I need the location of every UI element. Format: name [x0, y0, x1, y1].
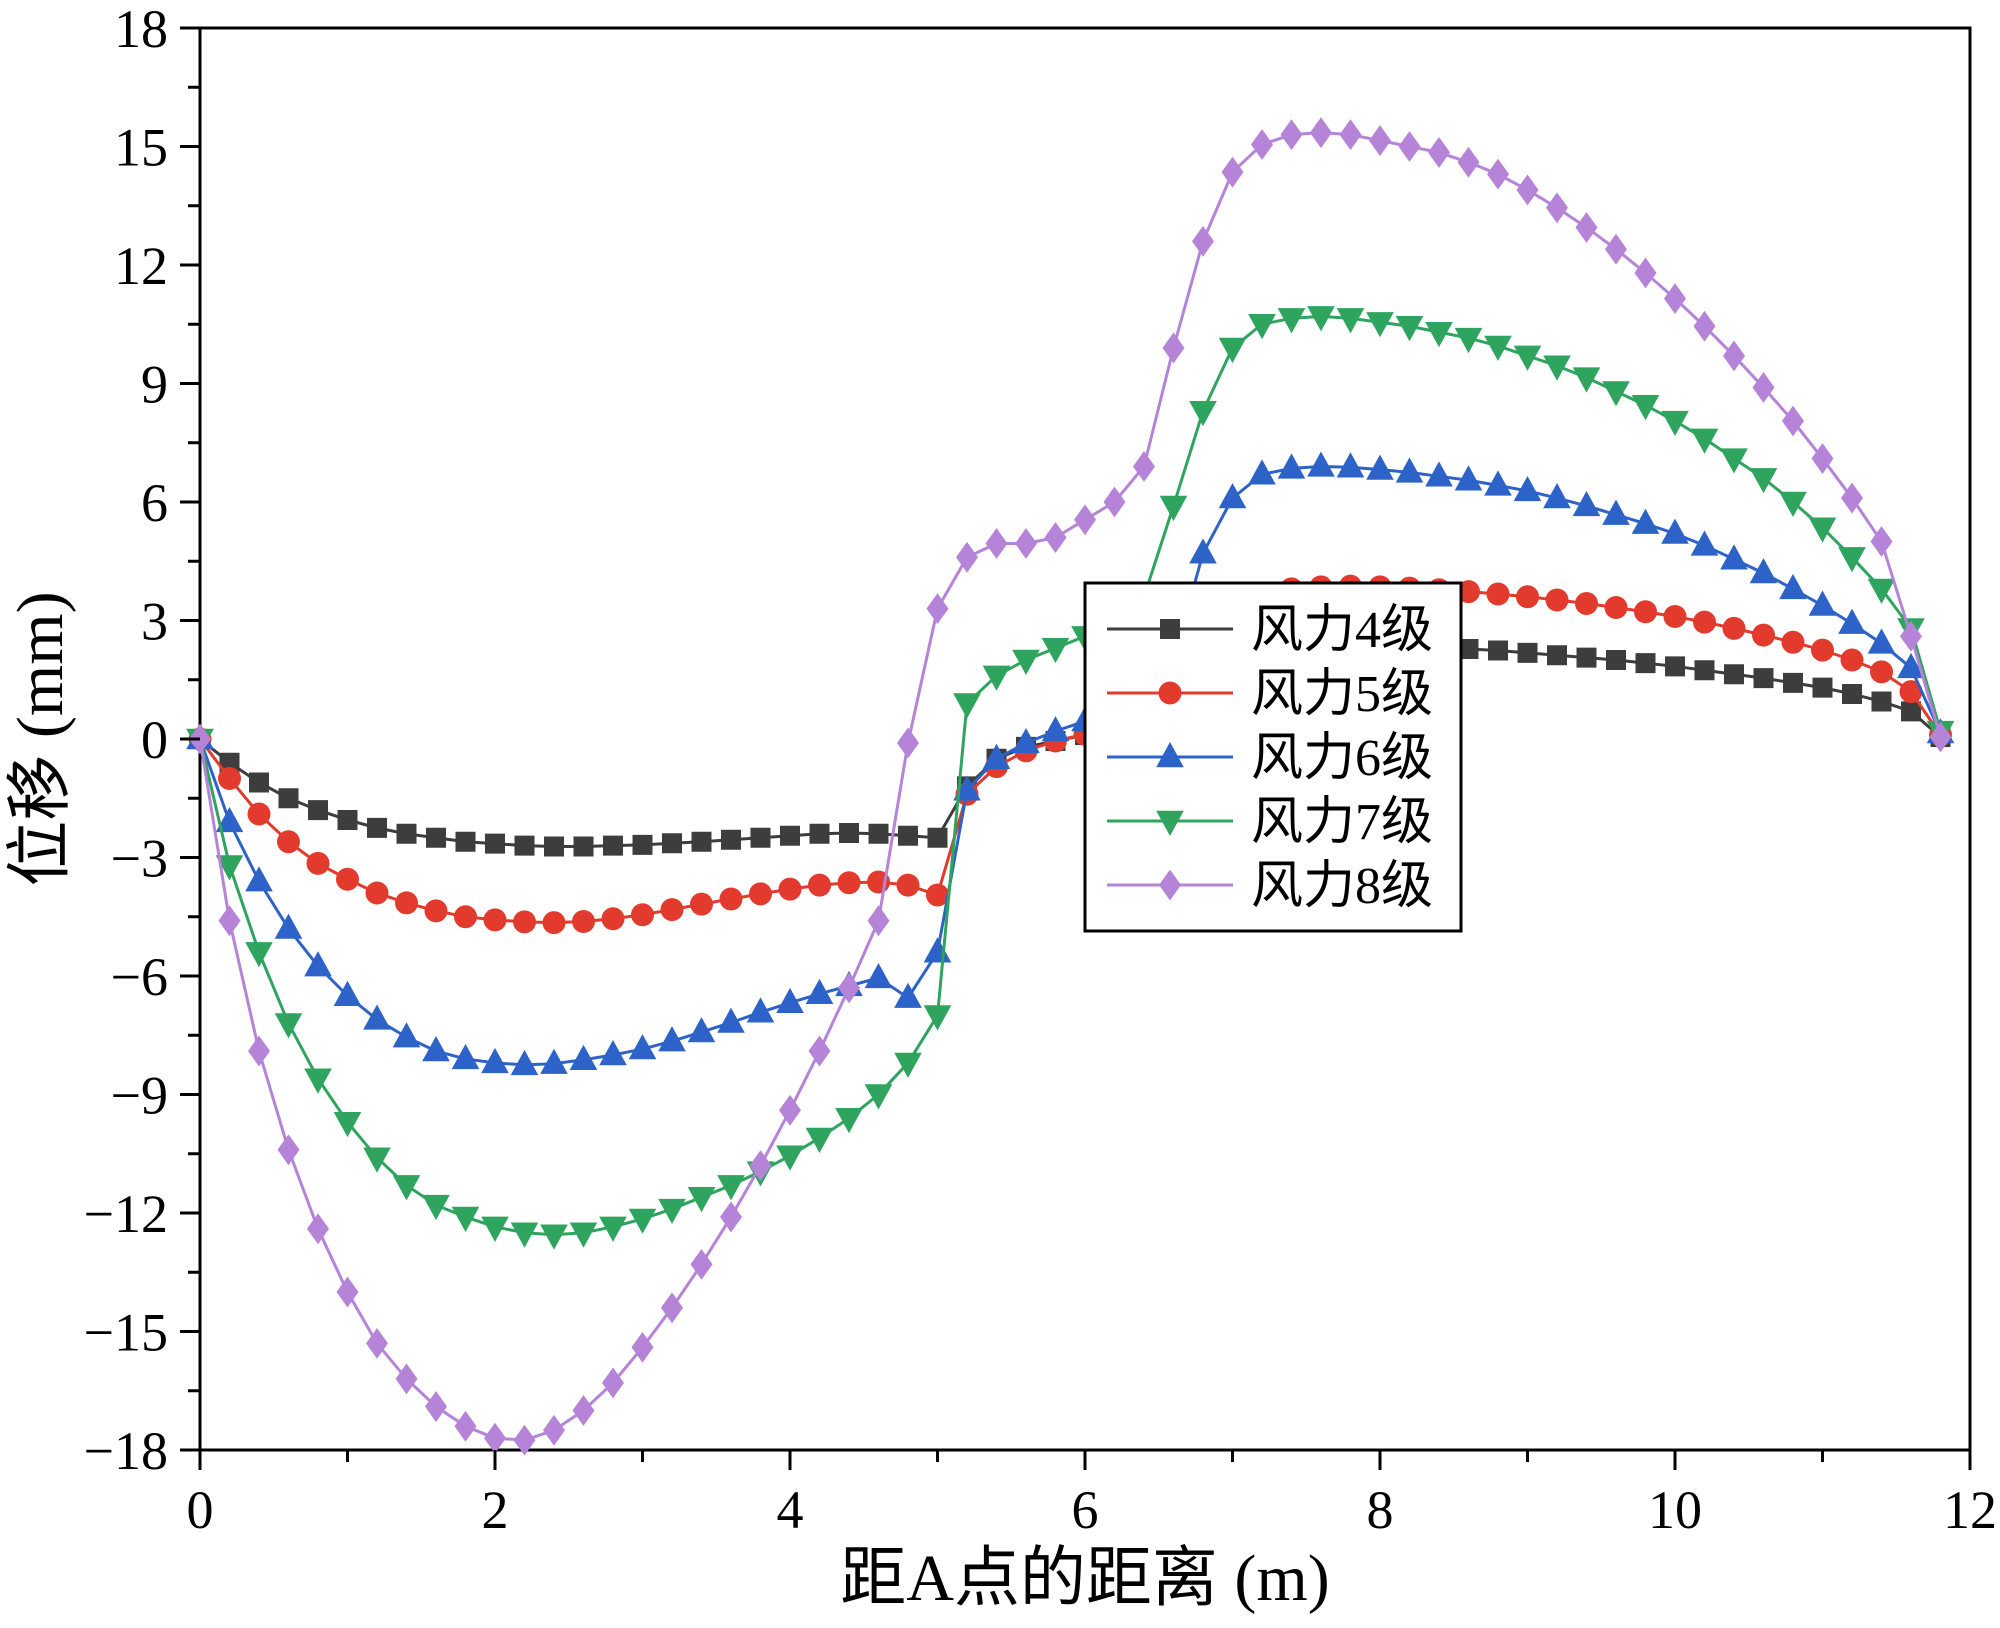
series-markers — [186, 306, 1955, 1250]
y-tick-label: −12 — [84, 1184, 168, 1244]
y-tick-label: −15 — [84, 1303, 168, 1363]
x-tick-label: 4 — [777, 1480, 804, 1540]
legend-entry: 风力5级 — [1107, 666, 1433, 723]
y-axis-title: 位移 (mm) — [4, 591, 77, 886]
axis-ticks: 0 2 4 6 8 10 12 −18 −15 −12 −9 −6 −3 0 3 6 9 12 15 18 — [84, 0, 1997, 1540]
legend-label: 风力8级 — [1251, 858, 1433, 915]
y-tick-label: −9 — [111, 1066, 168, 1126]
y-tick-label: 3 — [141, 592, 168, 652]
x-tick-label: 0 — [187, 1480, 214, 1540]
x-axis-title: 距A点的距离 (m) — [840, 1542, 1329, 1615]
series-4-triangle-down — [186, 306, 1955, 1250]
y-tick-label: 9 — [141, 355, 168, 415]
series-markers — [189, 117, 1952, 1456]
x-tick-label: 2 — [482, 1480, 509, 1540]
y-tick-label: −6 — [111, 947, 168, 1007]
y-tick-label: −3 — [111, 829, 168, 889]
x-tick-label: 12 — [1943, 1480, 1997, 1540]
series-5-diamond — [189, 117, 1952, 1456]
series-3-triangle-up — [186, 451, 1955, 1076]
y-tick-label: 12 — [114, 236, 168, 296]
legend-label: 风力4级 — [1251, 602, 1433, 659]
x-tick-label: 10 — [1648, 1480, 1702, 1540]
y-tick-label: 15 — [114, 118, 168, 178]
y-tick-label: 0 — [141, 710, 168, 770]
legend-entry: 风力4级 — [1107, 602, 1433, 659]
y-tick-label: 6 — [141, 473, 168, 533]
legend-entry: 风力8级 — [1107, 858, 1433, 915]
x-tick-label: 6 — [1072, 1480, 1099, 1540]
x-tick-label: 8 — [1367, 1480, 1394, 1540]
legend-entry: 风力6级 — [1107, 730, 1433, 787]
legend-entry: 风力7级 — [1107, 794, 1433, 851]
legend-label: 风力7级 — [1251, 794, 1433, 851]
y-tick-label: 18 — [114, 0, 168, 59]
legend-label: 风力6级 — [1251, 730, 1433, 787]
legend-label: 风力5级 — [1251, 666, 1433, 723]
series-markers — [186, 451, 1955, 1076]
y-tick-label: −18 — [84, 1421, 168, 1481]
